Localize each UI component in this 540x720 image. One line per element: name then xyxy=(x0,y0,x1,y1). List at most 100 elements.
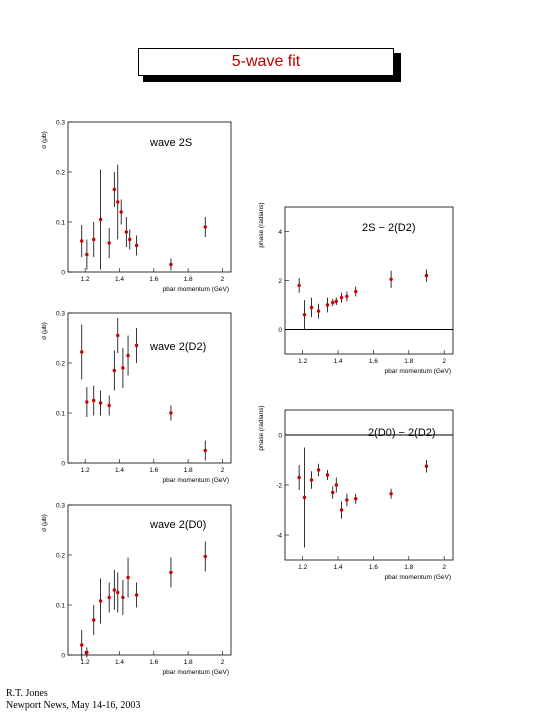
data-point xyxy=(203,554,207,559)
chart-panel-5: 1.2 1.4 1.6 1.8 2 -4 -2 0 pbar momentum (GeV) pha… xyxy=(258,405,454,581)
chart-panel-4: 1.2 1.4 1.6 1.8 2 0 2 4 pbar momentum (GeV) phase… xyxy=(258,202,454,375)
data-point xyxy=(331,300,335,305)
data-point xyxy=(424,464,429,468)
data-point xyxy=(112,588,117,592)
x-tick-label: 1.2 xyxy=(81,276,90,283)
data-point xyxy=(107,595,111,600)
x-tick-label: 1.4 xyxy=(334,564,343,571)
x-tick-label: 2 xyxy=(442,358,446,365)
y-tick-label: 0 xyxy=(278,432,282,439)
data-point xyxy=(98,599,103,603)
data-point xyxy=(354,289,358,294)
x-tick-label: 1.2 xyxy=(81,659,90,666)
y-axis-label: σ (μb) xyxy=(41,131,48,149)
data-point xyxy=(112,368,117,373)
x-axis-label: pbar momentum (GeV) xyxy=(385,574,451,581)
x-axis-label: pbar momentum (GeV) xyxy=(163,286,229,293)
plot-frame xyxy=(67,504,232,656)
x-tick-label: 2 xyxy=(221,276,225,283)
data-point xyxy=(334,299,338,304)
panel-label: wave 2(D0) xyxy=(149,519,206,531)
chart-panel-3: 1.2 1.4 1.6 1.8 2 0 0.1 0.2 0.3 pbar momentum (Ge… xyxy=(41,502,232,676)
data-point xyxy=(116,333,120,338)
x-tick-label: 1.6 xyxy=(149,659,158,666)
data-point xyxy=(389,492,393,496)
footer-author: R.T. Jones xyxy=(6,688,48,699)
x-tick-label: 1.8 xyxy=(404,564,413,571)
chart-panel-1: 1.2 1.4 1.6 1.8 2 0 0.1 0.2 0.3 pbar momentum (Ge… xyxy=(41,119,232,293)
plot-frame xyxy=(67,121,232,273)
data-point xyxy=(316,309,321,313)
data-point xyxy=(119,210,123,214)
y-tick-label: -4 xyxy=(276,532,282,539)
data-point xyxy=(98,217,103,222)
chart-panel-2: 1.2 1.4 1.6 1.8 2 0 0.1 0.2 0.3 pbar momentum (Ge… xyxy=(41,310,232,484)
x-tick-label: 2 xyxy=(221,659,225,666)
data-point xyxy=(325,473,330,477)
y-tick-label: 0.2 xyxy=(56,360,65,367)
data-point xyxy=(121,366,125,370)
data-point xyxy=(92,618,96,622)
y-tick-label: 0 xyxy=(61,460,65,467)
y-tick-label: 0.1 xyxy=(56,410,65,417)
y-tick-label: 2 xyxy=(278,278,282,285)
data-point xyxy=(345,294,349,299)
data-point xyxy=(334,483,338,487)
y-tick-label: 0.1 xyxy=(56,602,65,609)
x-tick-label: 1.4 xyxy=(115,659,124,666)
x-tick-label: 2 xyxy=(221,467,225,474)
y-tick-label: 0.2 xyxy=(56,169,65,176)
data-point xyxy=(116,200,120,204)
data-point xyxy=(116,590,120,595)
data-point xyxy=(112,187,117,192)
data-point xyxy=(169,262,173,267)
data-point xyxy=(354,497,358,501)
data-point xyxy=(309,305,314,310)
panel-label: 2(D0) − 2(D2) xyxy=(368,427,436,439)
data-point xyxy=(92,237,96,242)
data-point xyxy=(345,498,349,502)
data-point xyxy=(107,241,111,245)
panel-label: wave 2(D2) xyxy=(149,341,206,353)
y-axis-label: σ (μb) xyxy=(41,514,48,532)
x-axis-label: pbar momentum (GeV) xyxy=(163,477,229,484)
data-point xyxy=(85,252,89,257)
y-tick-label: -2 xyxy=(276,482,282,489)
data-point xyxy=(126,353,130,358)
data-point xyxy=(309,478,314,482)
data-point xyxy=(80,643,84,647)
data-point xyxy=(80,239,84,243)
panel-label: 2S − 2(D2) xyxy=(362,222,416,234)
panel-label: wave 2S xyxy=(149,137,192,149)
x-tick-label: 1.6 xyxy=(369,564,378,571)
x-tick-label: 1.6 xyxy=(149,276,158,283)
plot-frame xyxy=(67,312,232,464)
y-tick-label: 0.3 xyxy=(56,310,65,317)
x-tick-label: 1.4 xyxy=(115,276,124,283)
y-tick-label: 0.1 xyxy=(56,219,65,226)
data-point xyxy=(128,237,132,242)
y-tick-label: 0 xyxy=(61,269,65,276)
data-point xyxy=(297,283,301,288)
x-tick-label: 1.8 xyxy=(184,276,193,283)
x-tick-label: 1.4 xyxy=(334,358,343,365)
y-tick-label: 0.3 xyxy=(56,119,65,126)
data-point xyxy=(203,448,207,453)
y-tick-label: 0.3 xyxy=(56,502,65,509)
footer-venue: Newport News, May 14-16, 2003 xyxy=(6,700,141,711)
data-point xyxy=(80,350,84,354)
data-point xyxy=(85,400,89,404)
x-tick-label: 1.8 xyxy=(404,358,413,365)
x-tick-label: 1.6 xyxy=(369,358,378,365)
x-tick-label: 2 xyxy=(442,564,446,571)
data-point xyxy=(107,403,111,408)
x-tick-label: 1.4 xyxy=(115,467,124,474)
x-axis-label: pbar momentum (GeV) xyxy=(385,368,451,375)
data-point xyxy=(316,468,321,472)
data-point xyxy=(134,243,139,248)
data-point xyxy=(339,508,344,512)
x-tick-label: 1.2 xyxy=(298,564,307,571)
data-point xyxy=(203,225,207,229)
x-tick-label: 1.6 xyxy=(149,467,158,474)
